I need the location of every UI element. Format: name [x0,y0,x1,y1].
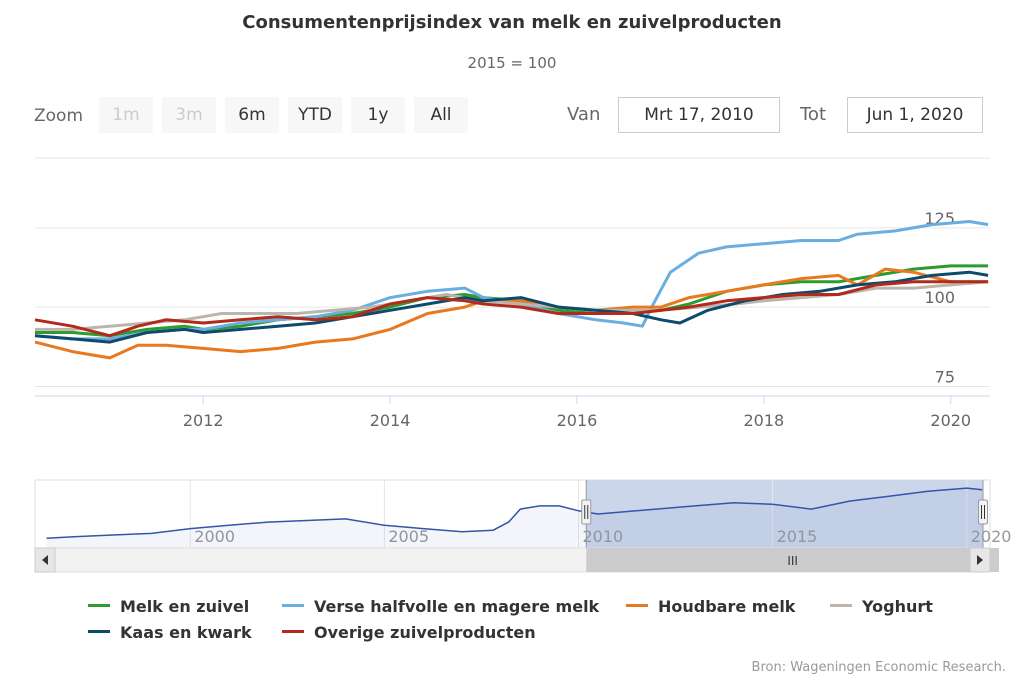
series-line-2 [34,267,989,360]
navigator-selection[interactable] [586,480,984,548]
source-credit: Bron: Wageningen Economic Research. [751,660,1006,675]
x-axis-labels: 2012 2014 2016 2018 2020 [183,396,971,430]
zoom-button-ytd[interactable]: YTD [288,97,342,133]
navigator-line [46,487,983,540]
range-to-input[interactable]: Jun 1, 2020 [847,97,983,133]
navigator-tick-label: 2005 [388,527,429,546]
navigator-area [46,488,983,548]
navigator-tick-label: 2015 [777,527,818,546]
chart-subtitle: 2015 = 100 [467,54,557,72]
x-tick-label: 2014 [370,411,411,430]
x-tick-label: 2020 [930,411,971,430]
navigator-handle-right[interactable] [978,499,989,525]
scrollbar-thumb[interactable] [586,548,1000,572]
x-tick-label: 2016 [557,411,598,430]
legend-item-kaas-en-kwark[interactable]: Kaas en kwark [88,623,252,642]
range-to-label: Tot [800,104,827,125]
legend-label: Melk en zuivel [120,597,250,616]
zoom-label: Zoom [34,106,84,126]
zoom-button-3m[interactable]: 3m [162,97,216,133]
zoom-button-1m[interactable]: 1m [99,97,153,133]
legend-swatch [88,630,110,633]
series-lines [34,220,989,360]
legend-swatch [830,604,852,607]
zoom-button-1y[interactable]: 1y [351,97,405,133]
legend-swatch [282,630,304,633]
legend-label: Houdbare melk [658,597,796,616]
legend-item-yoghurt[interactable]: Yoghurt [830,597,933,616]
scrollbar-grip: III [787,554,798,568]
legend-item-houdbare-melk[interactable]: Houdbare melk [626,597,795,616]
legend-item-overige[interactable]: Overige zuivelproducten [282,623,536,642]
series-line-4 [34,270,989,344]
y-tick-label: 100 [924,288,955,307]
series-line-5 [34,280,989,338]
arrow-left-icon [42,555,48,565]
navigator-handle-left[interactable] [581,499,592,525]
legend-swatch [626,604,648,607]
legend-item-melk-en-zuivel[interactable]: Melk en zuivel [88,597,249,616]
navigator-tick-label: 2000 [194,527,235,546]
legend-label: Verse halfvolle en magere melk [314,597,600,616]
navigator[interactable]: 2000 2005 2010 2015 2020 III [34,479,1012,573]
legend-item-verse-melk[interactable]: Verse halfvolle en magere melk [282,597,599,616]
grid-lines [35,157,990,397]
zoom-button-all[interactable]: All [414,97,468,133]
navigator-tick-label: 2020 [971,527,1012,546]
y-tick-label: 75 [935,367,955,386]
legend-label: Yoghurt [862,597,933,616]
range-from-input[interactable]: Mrt 17, 2010 [618,97,780,133]
navigator-tick-label: 2010 [582,527,623,546]
legend-swatch [282,604,304,607]
range-from-label: Van [567,104,601,125]
x-tick-label: 2018 [744,411,785,430]
legend-label: Kaas en kwark [120,623,252,642]
chart-title: Consumentenprijsindex van melk en zuivel… [242,12,782,33]
legend-label: Overige zuivelproducten [314,623,536,642]
arrow-right-icon [977,555,983,565]
zoom-button-6m[interactable]: 6m [225,97,279,133]
x-tick-label: 2012 [183,411,224,430]
legend-swatch [88,604,110,607]
